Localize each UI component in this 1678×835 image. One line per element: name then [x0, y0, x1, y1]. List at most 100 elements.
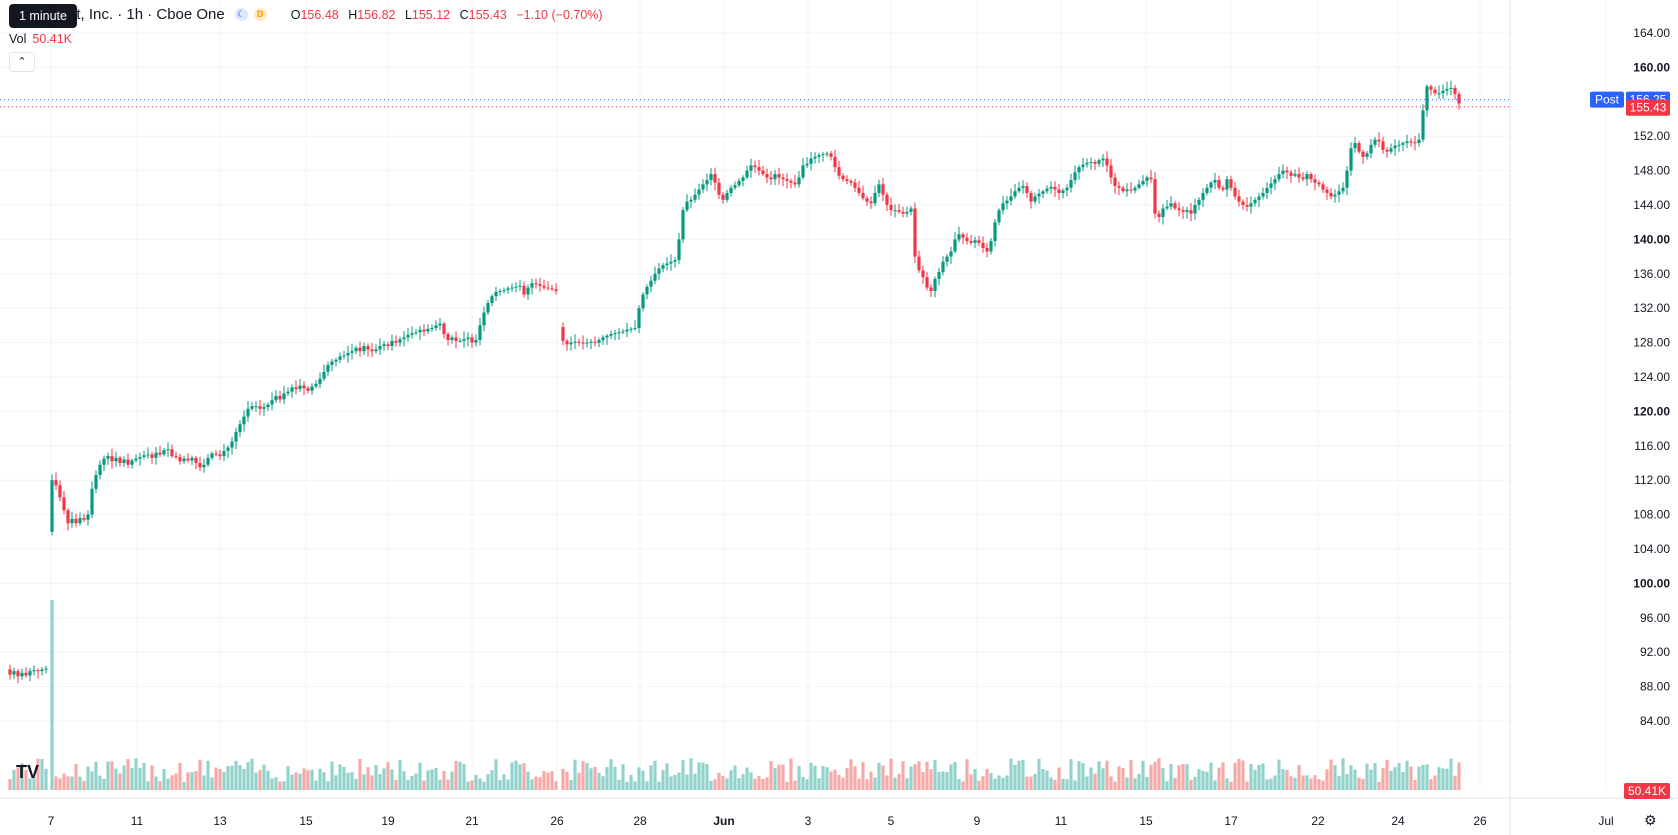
price-axis-label: 124.00 — [1633, 370, 1670, 384]
volume-bar — [933, 759, 937, 790]
candle-body — [370, 349, 374, 352]
candle-body — [150, 454, 154, 458]
time-axis-label: 19 — [381, 814, 395, 828]
candle-body — [921, 270, 925, 278]
volume-bar — [1017, 760, 1021, 790]
time-axis-label: 11 — [1055, 814, 1068, 828]
candle-body — [1237, 196, 1241, 202]
candle-body — [1257, 196, 1261, 200]
candle-body — [837, 167, 841, 176]
candle-body — [737, 180, 741, 186]
candle-body — [857, 187, 861, 193]
candle-body — [833, 156, 837, 168]
volume-bar — [677, 772, 681, 790]
candle-body — [781, 177, 785, 180]
candle-body — [554, 289, 558, 291]
candle-body — [969, 241, 973, 243]
volume-bar — [597, 772, 601, 790]
volume-bar — [386, 762, 390, 790]
volume-bar — [382, 768, 386, 790]
volume-bar — [1081, 763, 1085, 790]
candle-body — [1273, 179, 1277, 184]
volume-bar — [929, 769, 933, 790]
candle-body — [1449, 88, 1453, 90]
candle-body — [1141, 180, 1145, 185]
candle-body — [314, 383, 318, 387]
volume-bar — [226, 766, 230, 790]
time-axis-label: 15 — [1139, 814, 1153, 828]
volume-bar — [36, 758, 40, 790]
candle-body — [278, 395, 282, 400]
price-axis-label: 120.00 — [1633, 404, 1670, 418]
candle-body — [1177, 208, 1181, 211]
candle-body — [1337, 191, 1341, 195]
candle-body — [418, 329, 422, 333]
time-axis-label: 26 — [1473, 814, 1487, 828]
volume-bar — [1205, 771, 1209, 790]
symbol-title[interactable]: et, Inc. · 1h · Cboe One — [68, 6, 225, 23]
candle-body — [50, 480, 54, 532]
volume-bar — [406, 779, 410, 790]
candle-body — [769, 177, 773, 180]
last-price-tag-bg — [1626, 99, 1670, 116]
volume-price-tag-bg — [1624, 783, 1670, 799]
volume-bar — [362, 774, 366, 790]
candle-body — [1289, 172, 1293, 176]
candle-body — [1373, 139, 1377, 145]
volume-price-tag: 50.41K — [1628, 784, 1666, 798]
tradingview-logo-icon[interactable]: TV — [16, 762, 40, 782]
candle-body — [546, 287, 550, 289]
volume-bar — [274, 777, 278, 790]
volume-bar — [126, 759, 130, 790]
volume-bar — [1449, 758, 1453, 790]
volume-bar — [1037, 758, 1041, 790]
settings-gear-icon[interactable]: ⚙ — [1644, 812, 1657, 828]
candle-body — [1405, 141, 1409, 144]
volume-bar — [150, 765, 154, 790]
volume-bar — [637, 767, 641, 790]
candle-body — [298, 385, 302, 390]
collapse-legend-button[interactable]: ⌃ — [9, 52, 35, 72]
candle-body — [813, 156, 817, 159]
candle-body — [801, 165, 805, 178]
candle-body — [32, 670, 36, 672]
volume-bar — [114, 768, 118, 790]
volume-bar — [62, 773, 66, 790]
volume-bar — [1429, 779, 1433, 790]
candle-body — [873, 192, 877, 204]
volume-bar — [1321, 780, 1325, 790]
delayed-data-icon[interactable]: D — [253, 8, 267, 21]
volume-bar — [861, 762, 865, 790]
candle-body — [1157, 213, 1161, 218]
volume-value: 50.41K — [32, 32, 73, 46]
volume-bar — [346, 772, 350, 790]
candle-body — [773, 174, 777, 180]
candle-body — [466, 337, 470, 340]
candle-body — [809, 158, 813, 164]
volume-bar — [1045, 770, 1049, 790]
volume-bar — [250, 758, 254, 790]
candle-body — [901, 211, 905, 214]
volume-bar — [961, 781, 965, 790]
candle-body — [829, 153, 833, 157]
candle-body — [885, 194, 889, 205]
volume-bar — [897, 773, 901, 790]
volume-bar — [170, 775, 174, 790]
candle-body — [178, 456, 182, 462]
candle-body — [1353, 143, 1357, 149]
candle-body — [1377, 139, 1381, 142]
volume-bar — [182, 781, 186, 790]
price-axis-label: 116.00 — [1634, 439, 1670, 453]
candle-body — [997, 210, 1001, 223]
price-axis-label: 100.00 — [1633, 576, 1670, 590]
volume-bar — [162, 769, 166, 790]
open-value: 156.48 — [300, 7, 339, 22]
volume-bar — [845, 767, 849, 790]
volume-bar — [1305, 775, 1309, 790]
volume-bar — [609, 759, 613, 790]
candle-body — [386, 344, 390, 347]
volume-bar — [777, 764, 781, 790]
volume-bar — [1109, 776, 1113, 790]
volume-bar — [54, 776, 58, 790]
